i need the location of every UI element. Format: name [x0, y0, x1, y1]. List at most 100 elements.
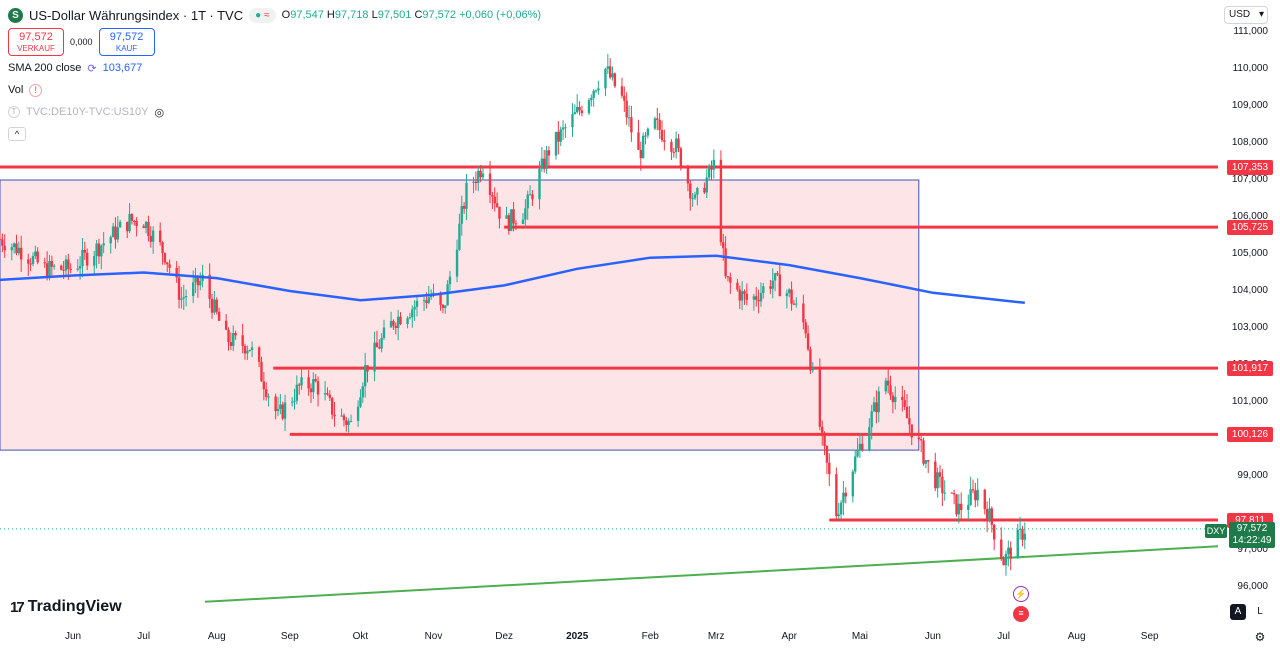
eye-hidden-icon[interactable]: ◎	[154, 106, 165, 119]
candle-body	[130, 213, 134, 221]
candle-body	[491, 195, 494, 197]
us-flag-event-icon[interactable]: ≡	[1013, 606, 1029, 622]
candle-body	[36, 251, 39, 263]
candle-body	[116, 227, 119, 240]
buy-button[interactable]: 97,572 KAUF	[98, 28, 155, 56]
candle-body	[45, 263, 49, 278]
compare-indicator-row[interactable]: T TVC:DE10Y-TVC:US10Y ◎	[8, 102, 541, 122]
candle-body	[835, 474, 838, 517]
candle-body	[100, 245, 103, 257]
candle-body	[828, 462, 831, 475]
candle-body	[927, 460, 930, 462]
collapse-legend-button[interactable]: ^	[8, 124, 541, 144]
candle-body	[118, 221, 122, 228]
candle-body	[439, 292, 442, 305]
support-trendline	[204, 545, 1219, 603]
candle-body	[241, 335, 244, 346]
candle-body	[472, 181, 475, 183]
symbol-title[interactable]: US-Dollar Währungsindex · 1T · TVC	[29, 7, 244, 23]
candle-body	[265, 389, 268, 398]
candle-body	[114, 226, 117, 240]
candle-body	[875, 402, 878, 413]
candle-body	[623, 95, 626, 101]
candle-body	[425, 300, 428, 303]
bar-countdown: 14:22:49	[1232, 535, 1272, 546]
candle-body	[545, 150, 548, 169]
price-tick-label: 110,000	[1232, 63, 1268, 74]
candle-body	[441, 304, 445, 308]
candle-body	[163, 253, 167, 263]
candle-body	[12, 243, 16, 248]
candle-body	[773, 273, 777, 281]
candle-body	[363, 365, 367, 387]
candle-body	[644, 135, 647, 137]
candle-body	[992, 524, 996, 540]
candle-body	[493, 196, 496, 204]
candle-body	[234, 333, 237, 336]
candle-body	[837, 514, 840, 517]
candle-body	[639, 149, 643, 159]
sma-indicator-row[interactable]: SMA 200 close ⟳ 103,677	[8, 58, 541, 78]
candle-body	[330, 397, 334, 415]
candle-body	[656, 118, 659, 120]
symbol-header[interactable]: S US-Dollar Währungsindex · 1T · TVC ● ≈…	[8, 6, 541, 24]
candle-body	[521, 219, 525, 224]
candle-body	[446, 284, 449, 306]
candle-body	[686, 168, 690, 184]
candle-body	[806, 333, 810, 350]
refresh-icon[interactable]: ⟳	[87, 62, 97, 75]
candle-body	[48, 260, 51, 278]
currency-selector[interactable]: USD ▾	[1224, 6, 1268, 24]
candle-body	[531, 194, 534, 200]
candle-body	[180, 298, 183, 300]
candle-body	[210, 298, 214, 313]
candle-body	[95, 243, 98, 257]
auto-scale-button[interactable]: A	[1230, 604, 1246, 620]
candle-body	[554, 131, 558, 156]
sell-button[interactable]: 97,572 VERKAUF	[8, 28, 64, 56]
candle-body	[250, 347, 254, 350]
settings-gear-icon[interactable]: ⚙	[1254, 630, 1266, 644]
candle-body	[408, 317, 412, 319]
candle-body	[300, 377, 303, 386]
candle-body	[870, 411, 873, 428]
candle-body	[217, 311, 221, 321]
market-status-badge[interactable]: ● ≈	[249, 7, 276, 23]
candle-body	[677, 138, 680, 149]
candle-body	[340, 415, 343, 417]
candle-body	[543, 158, 546, 169]
candle-body	[27, 259, 30, 264]
candle-body	[392, 320, 395, 326]
high-value: 97,718	[334, 9, 369, 21]
candle-body	[611, 73, 614, 78]
candle-body	[908, 418, 911, 425]
lightning-event-icon[interactable]: ⚡	[1013, 586, 1029, 602]
candle-body	[557, 131, 560, 142]
candle-body	[161, 242, 164, 254]
candle-body	[825, 445, 829, 463]
log-scale-button[interactable]: L	[1257, 606, 1263, 617]
candle-body	[455, 249, 459, 277]
warning-icon[interactable]: !	[29, 83, 43, 97]
candle-body	[752, 296, 756, 300]
candle-body	[769, 286, 772, 289]
candle-body	[637, 132, 640, 150]
candle-body	[889, 385, 892, 396]
candle-body	[78, 266, 82, 269]
candle-body	[955, 494, 958, 515]
candle-body	[345, 420, 348, 425]
candle-body	[988, 508, 991, 522]
candle-body	[184, 296, 188, 298]
price-tick-label: 96,000	[1237, 581, 1268, 592]
close-value: 97,572	[422, 9, 457, 21]
candle-body	[514, 223, 518, 225]
candle-body	[279, 404, 282, 409]
candle-body	[126, 221, 129, 232]
candle-body	[587, 100, 591, 114]
candle-body	[952, 493, 956, 495]
volume-indicator-row[interactable]: Vol !	[8, 80, 541, 100]
candle-body	[76, 268, 79, 270]
time-tick-label: Apr	[781, 631, 797, 642]
candle-body	[564, 127, 567, 129]
